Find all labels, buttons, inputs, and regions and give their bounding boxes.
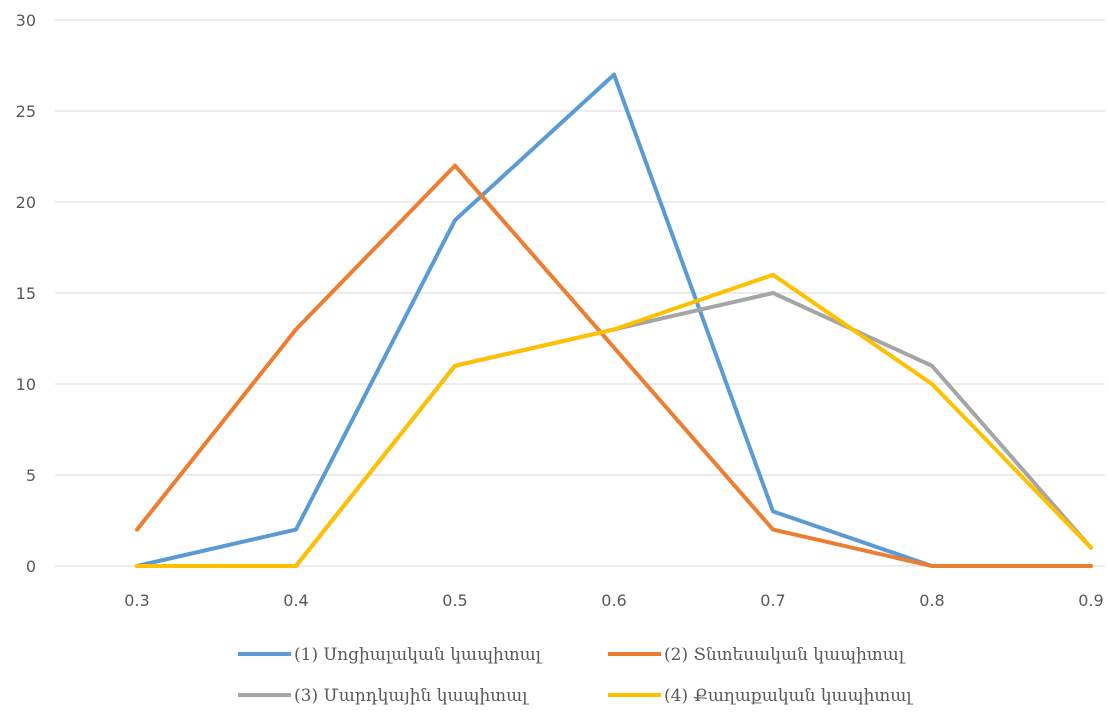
gridlines xyxy=(55,19,1105,567)
y-tick-label: 5 xyxy=(26,466,36,485)
x-tick-label: 0.3 xyxy=(124,591,149,610)
x-tick-label: 0.4 xyxy=(283,591,308,610)
series-lines xyxy=(135,72,1093,568)
legend-label: (1) Սոցիալական կապիտալ xyxy=(294,645,543,665)
legend-item: (1) Սոցիալական կապիտալ xyxy=(238,645,543,665)
y-tick-label: 25 xyxy=(16,102,36,121)
y-tick-label: 20 xyxy=(16,193,36,212)
legend-label: (2) Տնտեսական կապիտալ xyxy=(664,645,906,665)
y-tick-label: 15 xyxy=(16,284,36,303)
series-line-4 xyxy=(135,272,1093,568)
legend-label: (4) Քաղաքական կապիտալ xyxy=(664,686,913,706)
x-tick-label: 0.7 xyxy=(760,591,785,610)
x-tick-label: 0.5 xyxy=(442,591,467,610)
series-line-3 xyxy=(135,291,1093,568)
y-axis-ticks: 0 5 10 15 20 25 30 xyxy=(16,11,36,576)
y-tick-label: 10 xyxy=(16,375,36,394)
legend-item: (2) Տնտեսական կապիտալ xyxy=(608,645,906,665)
x-tick-label: 0.8 xyxy=(919,591,944,610)
x-axis-ticks: 0.3 0.4 0.5 0.6 0.7 0.8 0.9 xyxy=(124,591,1103,610)
y-tick-label: 30 xyxy=(16,11,36,30)
legend-label: (3) Մարդկային կապիտալ xyxy=(294,686,529,706)
series-line-2 xyxy=(135,163,1093,568)
series-line-1 xyxy=(135,72,1093,568)
legend: (1) Սոցիալական կապիտալ (2) Տնտեսական կապի… xyxy=(238,645,913,706)
y-tick-label: 0 xyxy=(26,557,36,576)
legend-item: (3) Մարդկային կապիտալ xyxy=(238,686,529,706)
legend-item: (4) Քաղաքական կապիտալ xyxy=(608,686,913,706)
x-tick-label: 0.9 xyxy=(1078,591,1103,610)
x-tick-label: 0.6 xyxy=(601,591,626,610)
